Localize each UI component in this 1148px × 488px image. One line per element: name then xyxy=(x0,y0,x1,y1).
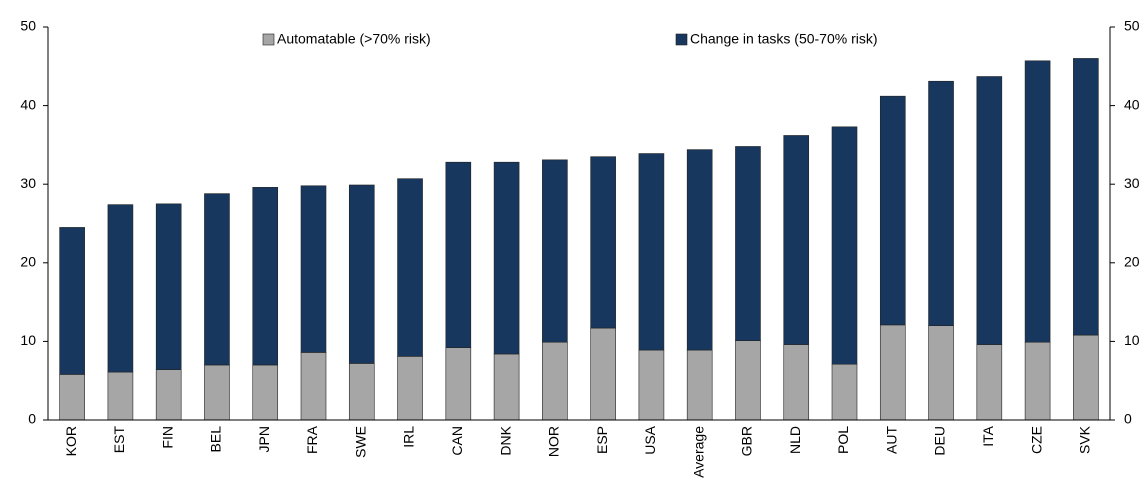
bar-segment xyxy=(493,161,520,355)
bar-segment xyxy=(300,185,327,353)
bar-segment xyxy=(638,153,665,351)
x-tick-label: DNK xyxy=(497,425,513,455)
x-tick-label: BEL xyxy=(208,426,224,453)
bar-segment xyxy=(590,327,616,421)
bar-segment xyxy=(638,349,665,421)
x-tick-label: KOR xyxy=(63,426,79,456)
bar-segment xyxy=(155,203,182,370)
bar-segment xyxy=(735,340,761,421)
bar-segment xyxy=(1073,58,1099,336)
y-tick-label: 30 xyxy=(20,175,36,191)
x-tick-label: EST xyxy=(111,426,127,454)
bar-segment xyxy=(542,341,568,421)
bar-segment xyxy=(348,184,375,364)
bar-segment xyxy=(397,356,423,421)
legend-label: Change in tasks (50-70% risk) xyxy=(690,31,878,47)
bar-segment xyxy=(204,364,230,421)
y-tick-label: 50 xyxy=(20,18,36,34)
legend-label: Automatable (>70% risk) xyxy=(277,31,431,47)
bar-segment xyxy=(107,371,134,421)
bar-segment xyxy=(59,374,85,421)
y2-tick-label: 10 xyxy=(1124,332,1140,348)
y-tick-label: 40 xyxy=(20,96,36,112)
x-tick-label: JPN xyxy=(256,426,272,452)
x-tick-label: SWE xyxy=(352,426,368,458)
y2-tick-label: 0 xyxy=(1124,411,1132,427)
x-tick-label: SVK xyxy=(1077,425,1093,454)
x-tick-label: FIN xyxy=(159,426,175,449)
bar-segment xyxy=(879,95,906,326)
bar-segment xyxy=(348,363,375,421)
bar-segment xyxy=(590,156,616,329)
bar-segment xyxy=(445,161,472,348)
y2-tick-label: 30 xyxy=(1124,175,1140,191)
x-tick-label: CAN xyxy=(449,426,465,456)
bar-segment xyxy=(252,364,279,421)
legend-swatch xyxy=(675,33,688,46)
bar-segment xyxy=(735,146,761,341)
y2-tick-label: 40 xyxy=(1124,96,1140,112)
x-tick-label: NOR xyxy=(546,426,562,457)
bar-segment xyxy=(928,80,954,326)
bar-segment xyxy=(204,193,230,366)
bar-segment xyxy=(686,349,713,421)
bar-segment xyxy=(928,325,954,421)
bar-segment xyxy=(1024,60,1051,343)
y-tick-label: 20 xyxy=(20,254,36,270)
bar-segment xyxy=(686,149,713,351)
x-tick-label: AUT xyxy=(883,426,899,454)
bar-segment xyxy=(542,159,568,343)
bar-segment xyxy=(493,353,520,421)
x-tick-label: CZE xyxy=(1028,426,1044,454)
bar-segment xyxy=(783,344,810,421)
x-tick-label: USA xyxy=(642,425,658,454)
bar-segment xyxy=(252,187,279,366)
y-tick-label: 10 xyxy=(20,332,36,348)
x-tick-label: POL xyxy=(835,426,851,454)
bar-segment xyxy=(107,204,134,373)
bar-segment xyxy=(155,369,182,421)
bar-segment xyxy=(59,227,85,375)
y2-tick-label: 20 xyxy=(1124,254,1140,270)
bar-segment xyxy=(976,76,1003,345)
bar-segment xyxy=(976,344,1003,421)
bar-segment xyxy=(445,347,472,421)
bar-segment xyxy=(1073,334,1099,421)
y2-tick-label: 50 xyxy=(1124,18,1140,34)
y-tick-label: 0 xyxy=(28,411,36,427)
x-tick-label: Average xyxy=(690,426,706,478)
bar-segment xyxy=(783,135,810,345)
bar-segment xyxy=(831,363,858,421)
bar-segment xyxy=(831,126,858,365)
bar-segment xyxy=(300,352,327,421)
x-tick-label: FRA xyxy=(304,425,320,454)
x-tick-label: NLD xyxy=(787,426,803,454)
legend-swatch xyxy=(262,33,275,46)
x-tick-label: DEU xyxy=(932,426,948,456)
x-tick-label: ESP xyxy=(594,426,610,454)
bar-segment xyxy=(397,178,423,357)
bar-segment xyxy=(1024,341,1051,421)
x-tick-label: ITA xyxy=(980,425,996,446)
x-tick-label: IRL xyxy=(401,426,417,448)
x-tick-label: GBR xyxy=(739,426,755,456)
bar-segment xyxy=(879,324,906,421)
